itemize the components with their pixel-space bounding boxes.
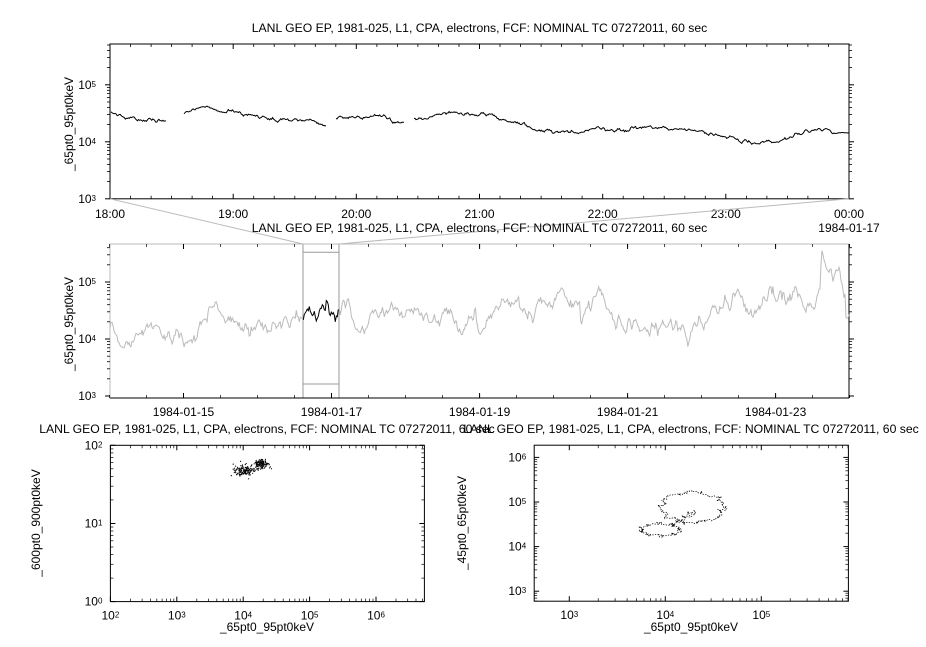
svg-text:LANL GEO EP, 1981-025, L1, CPA: LANL GEO EP, 1981-025, L1, CPA, electron… xyxy=(463,422,918,436)
svg-text:1984-01-15: 1984-01-15 xyxy=(153,405,215,419)
svg-text:19:00: 19:00 xyxy=(218,207,248,221)
svg-text:LANL GEO EP, 1981-025, L1, CPA: LANL GEO EP, 1981-025, L1, CPA, electron… xyxy=(252,21,707,35)
svg-text:1984-01-17: 1984-01-17 xyxy=(818,221,880,235)
svg-text:_65pt0_95pt0keV: _65pt0_95pt0keV xyxy=(62,77,76,172)
svg-text:_45pt0_65pt0keV: _45pt0_65pt0keV xyxy=(455,476,469,571)
svg-text:18:00: 18:00 xyxy=(95,207,125,221)
svg-text:22:00: 22:00 xyxy=(588,207,618,221)
svg-text:LANL GEO EP, 1981-025, L1, CPA: LANL GEO EP, 1981-025, L1, CPA, electron… xyxy=(252,221,707,235)
svg-text:1984-01-19: 1984-01-19 xyxy=(449,405,511,419)
svg-text:00:00: 00:00 xyxy=(834,207,864,221)
svg-text:_65pt0_95pt0keV: _65pt0_95pt0keV xyxy=(643,620,738,634)
svg-text:20:00: 20:00 xyxy=(341,207,371,221)
svg-text:_65pt0_95pt0keV: _65pt0_95pt0keV xyxy=(62,277,76,372)
svg-text:_65pt0_95pt0keV: _65pt0_95pt0keV xyxy=(219,620,314,634)
svg-text:21:00: 21:00 xyxy=(464,207,494,221)
svg-text:1984-01-17: 1984-01-17 xyxy=(301,405,363,419)
svg-text:1984-01-21: 1984-01-21 xyxy=(597,405,659,419)
svg-text:1984-01-23: 1984-01-23 xyxy=(745,405,807,419)
svg-text:_600pt0_900pt0keV: _600pt0_900pt0keV xyxy=(29,469,43,577)
svg-text:LANL GEO EP, 1981-025, L1, CPA: LANL GEO EP, 1981-025, L1, CPA, electron… xyxy=(39,422,494,436)
